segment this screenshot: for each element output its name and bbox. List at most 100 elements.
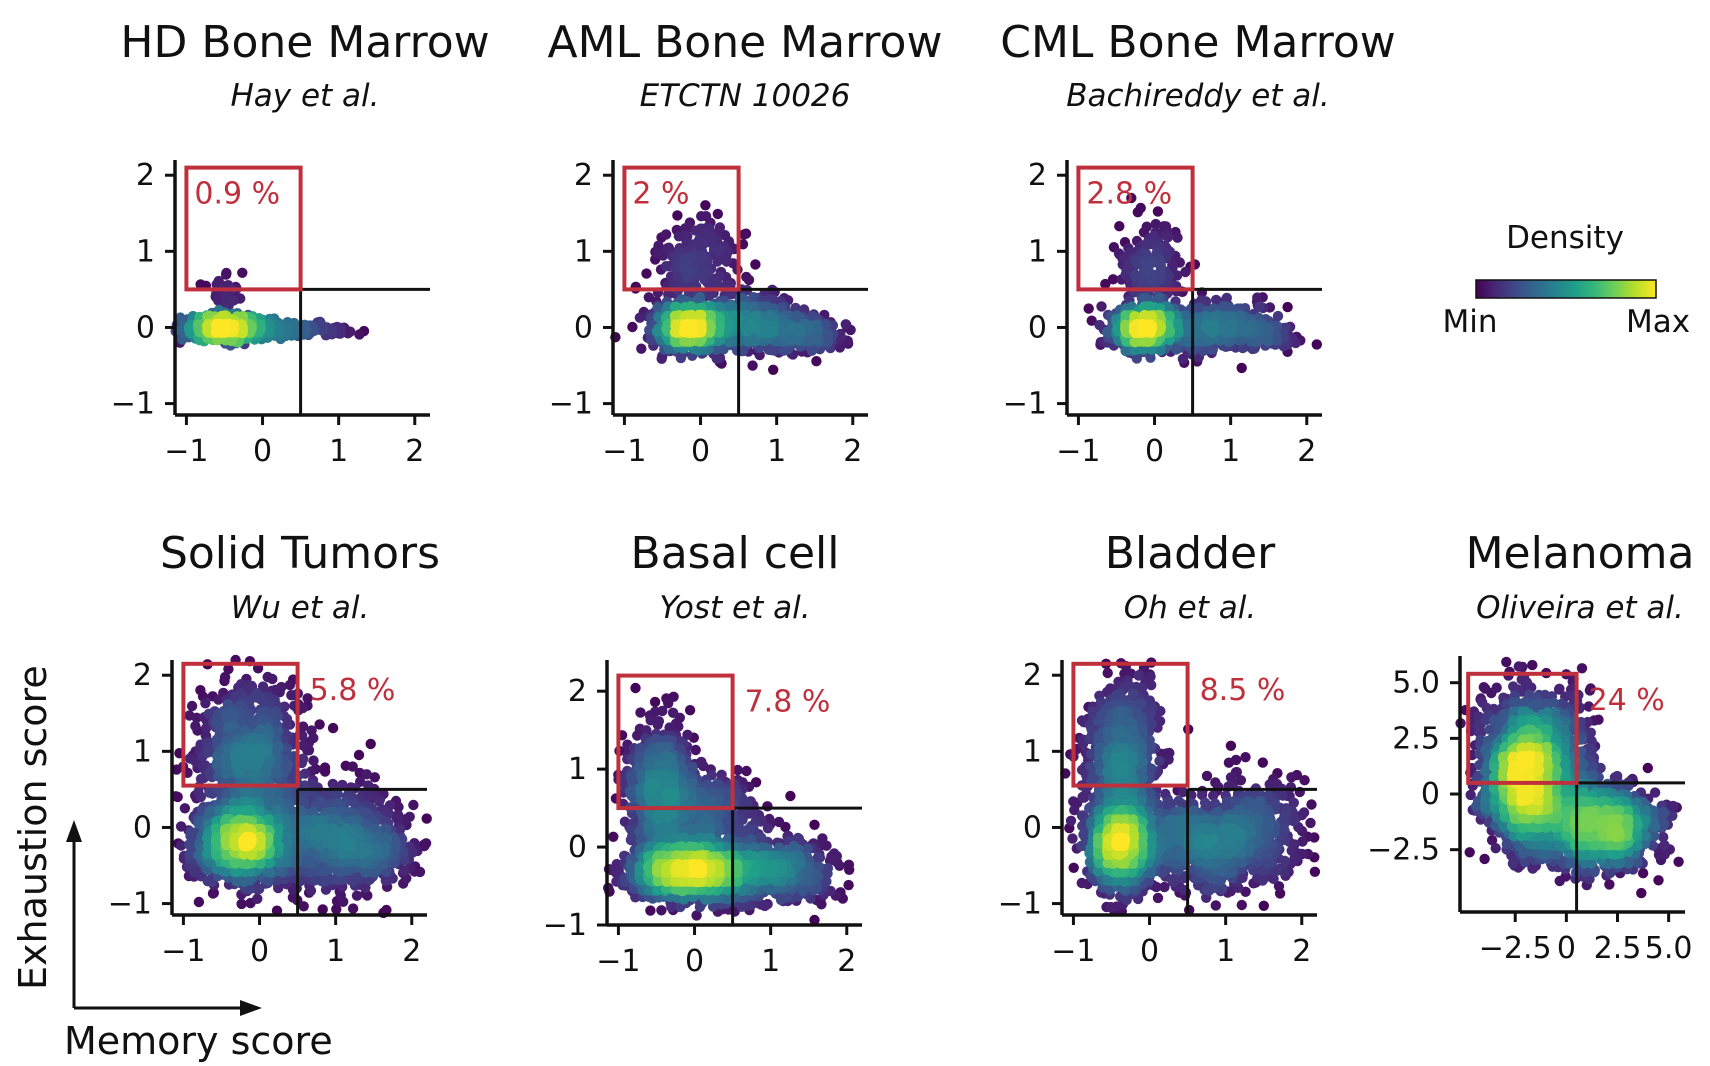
scatter-point (347, 761, 358, 772)
scatter-point (298, 901, 309, 912)
y-tick-label: 2 (1028, 158, 1047, 193)
y-tick-label: 1 (574, 234, 593, 269)
scatter-point (179, 803, 191, 814)
scatter-point (1146, 322, 1157, 333)
scatter-point (712, 256, 723, 267)
panel-title: Solid Tumors (160, 528, 440, 579)
gate-percent-label: 0.9 % (194, 177, 280, 212)
scatter-point (335, 890, 346, 901)
scatter-point (1114, 221, 1125, 232)
scatter-point (1096, 301, 1107, 312)
y-tick-label: 0 (1028, 310, 1047, 345)
y-tick-label: −1 (111, 387, 155, 422)
scatter-point (190, 720, 201, 732)
scatter-point (267, 673, 278, 685)
panel-title: CML Bone Marrow (1000, 17, 1396, 68)
scatter-point (763, 326, 775, 337)
x-tick-label: 1 (1221, 434, 1240, 469)
scatter-point (1155, 262, 1167, 273)
scatter-point (749, 322, 761, 333)
gate-percent-label: 2.8 % (1086, 177, 1172, 212)
scatter-point (683, 318, 694, 330)
y-tick-label: 2 (136, 158, 155, 193)
scatter-point (788, 322, 799, 334)
scatter-point (317, 323, 328, 334)
scatter-point (421, 813, 432, 824)
scatter-point (236, 898, 247, 910)
y-tick-label: 1 (136, 234, 155, 269)
scatter-point (408, 799, 419, 811)
scatter-point (347, 903, 359, 914)
scatter-point (627, 321, 638, 333)
scatter-point (319, 762, 331, 773)
scatter-point (308, 755, 319, 766)
scatter-point (365, 738, 376, 750)
scatter-point (747, 360, 758, 371)
scatter-point (351, 890, 363, 901)
x-tick-label: −1 (1056, 434, 1100, 469)
y-tick-label: 1 (1028, 234, 1047, 269)
scatter-point (404, 811, 415, 822)
scatter-point (200, 698, 211, 709)
scatter-point (1224, 325, 1235, 336)
x-tick-label: 1 (767, 434, 786, 469)
scatter-point (660, 229, 672, 240)
scatter-point (711, 353, 722, 364)
x-tick-label: 0 (1145, 434, 1164, 469)
scatter-point (327, 326, 338, 337)
scatter-point (641, 268, 652, 279)
scatter-point (763, 344, 774, 355)
scatter-point (712, 208, 723, 220)
scatter-point (768, 364, 779, 375)
scatter-point (186, 700, 198, 712)
scatter-point (237, 267, 248, 278)
panel-title: AML Bone Marrow (548, 17, 943, 68)
x-tick-label: 2 (843, 434, 862, 469)
scatter-point (656, 353, 667, 364)
scatter-point (221, 267, 232, 279)
scatter-point (636, 343, 647, 354)
y-tick-label: −1 (1003, 387, 1047, 422)
x-tick-label: 2 (1297, 434, 1316, 469)
y-tick-label: −1 (549, 387, 593, 422)
scatter-point (750, 259, 761, 270)
scatter-point (1236, 362, 1247, 374)
y-tick-label: 0 (136, 310, 155, 345)
scatter-point (1254, 301, 1265, 312)
y-tick-label: 0 (574, 310, 593, 345)
x-tick-label: 1 (329, 434, 348, 469)
scatter-point (672, 210, 683, 221)
panel-subtitle: ETCTN 10026 (640, 78, 851, 114)
scatter-point (220, 290, 231, 302)
scatter-point (193, 896, 205, 908)
x-tick-label: 2 (405, 434, 424, 469)
scatter-point (172, 791, 183, 803)
x-tick-label: 0 (253, 434, 272, 469)
scatter-points (170, 267, 370, 351)
scatter-point (219, 671, 231, 683)
scatter-point (1204, 325, 1216, 337)
scatter-point (643, 292, 654, 303)
scatter-point (714, 244, 726, 255)
scatter-point (327, 722, 339, 734)
panel-subtitle: Hay et al. (230, 78, 379, 114)
scatter-point (1129, 270, 1141, 281)
scatter-point (811, 356, 822, 367)
scatter-point (840, 319, 851, 330)
scatter-point (1146, 255, 1157, 267)
scatter-point (680, 258, 691, 269)
scatter-point (1311, 339, 1323, 350)
scatter-point (679, 230, 691, 241)
x-tick-label: −1 (602, 434, 646, 469)
gate-percent-label: 2 % (632, 177, 689, 212)
panels: HD Bone Marrow Hay et al. 0.9 % −1 0 1 2 2 1 0 −1 A… (108, 17, 1695, 979)
scatter-point (700, 200, 711, 211)
scatter-point (354, 329, 365, 340)
scatter-points (1083, 192, 1323, 374)
scatter-point (1154, 292, 1165, 303)
panel-title: HD Bone Marrow (120, 17, 489, 68)
